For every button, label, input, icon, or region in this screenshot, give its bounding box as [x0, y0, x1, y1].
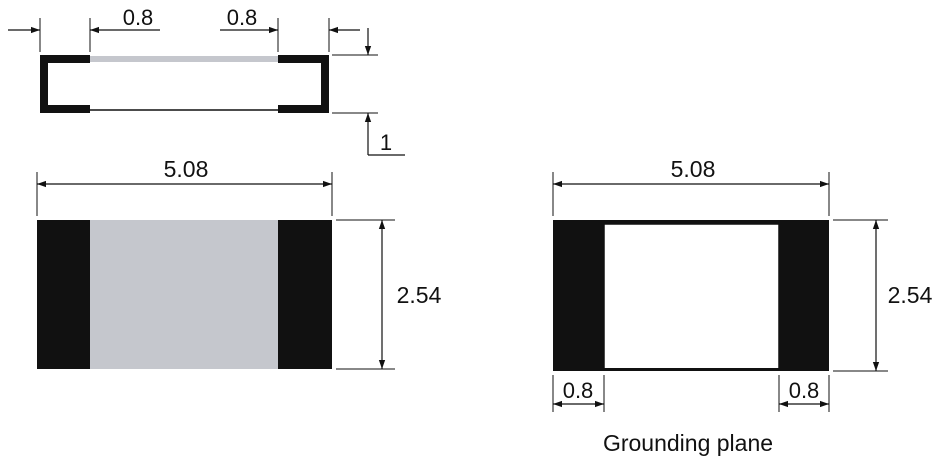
grounding-length-label: 5.08	[671, 156, 716, 182]
top-view-width-label: 2.54	[397, 282, 442, 308]
grounding-top-edge	[604, 220, 779, 224]
grounding-left-pad-label: 0.8	[563, 378, 594, 403]
side-right-terminal-label: 0.8	[227, 5, 258, 30]
grounding-gap	[603, 223, 780, 370]
grounding-bottom-edge	[604, 368, 779, 371]
side-thickness-label: 1	[380, 130, 392, 155]
grounding-right-pad	[779, 220, 829, 371]
grounding-width-label: 2.54	[888, 282, 933, 308]
grounding-right-pad-label: 0.8	[789, 378, 820, 403]
top-view-resistive-layer	[90, 220, 278, 369]
side-view-resistive-layer	[90, 56, 278, 62]
side-view: 0.8 0.8 1	[8, 5, 405, 156]
side-view-left-terminal	[40, 55, 90, 113]
grounding-plane-caption: Grounding plane	[603, 430, 773, 456]
top-view: 5.08 2.54	[36, 156, 442, 370]
grounding-plane-view: 5.08 2.54 0.8 0.8 Grounding plane	[552, 156, 933, 456]
top-view-right-terminal	[278, 220, 332, 369]
side-view-right-terminal	[278, 55, 329, 113]
grounding-left-pad	[553, 220, 604, 371]
top-view-left-terminal	[37, 220, 90, 369]
side-left-terminal-label: 0.8	[123, 5, 154, 30]
side-view-body	[42, 57, 327, 111]
top-view-length-label: 5.08	[164, 156, 209, 182]
